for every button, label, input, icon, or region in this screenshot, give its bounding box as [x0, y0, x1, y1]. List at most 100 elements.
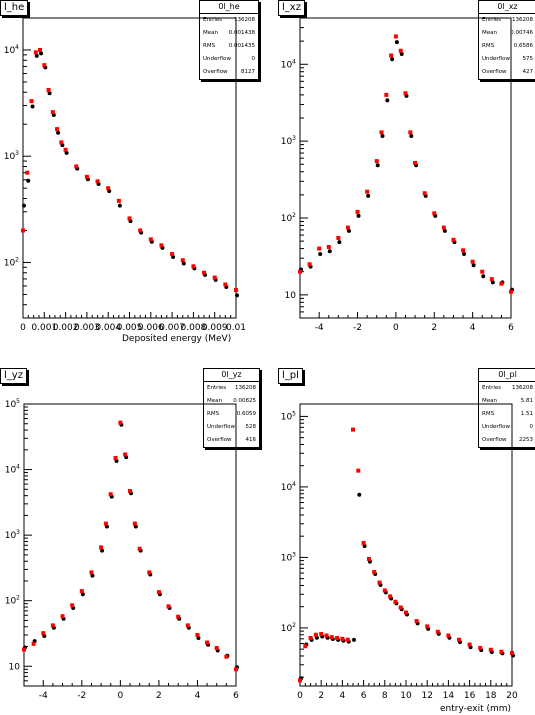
data-point-red [480, 269, 485, 274]
data-point-red [25, 170, 30, 175]
data-point-red [108, 492, 113, 497]
data-point-red [393, 599, 398, 604]
x-tick-label: 0.008 [181, 323, 207, 333]
x-tick-label: 0 [117, 691, 123, 701]
stats-name: 0l_xz [479, 1, 535, 14]
data-point-red [403, 91, 408, 96]
data-point-red [63, 147, 68, 152]
x-tick-label: 6 [508, 323, 514, 333]
stats-value: 528 [245, 424, 257, 430]
data-point-red [366, 556, 371, 561]
stats-label: Overflow [482, 69, 507, 75]
x-tick-label: 0 [20, 323, 26, 333]
x-tick-label: 4 [195, 691, 201, 701]
y-tick-label: 103 [281, 135, 296, 147]
data-point-red [303, 644, 308, 649]
stats-box: 0l_pl Entries 136208 Mean 5.81 RMS 1.51 Und… [478, 368, 535, 448]
stats-value: 0.001435 [228, 43, 255, 49]
histogram-title: l_xz [278, 0, 305, 16]
x-tick-label: 12 [421, 691, 432, 701]
x-tick-label: 4 [470, 323, 476, 333]
data-point-red [317, 246, 322, 251]
data-point-red [356, 468, 361, 473]
data-point-red [298, 269, 302, 274]
data-point-black [409, 134, 414, 139]
data-point-red [336, 235, 341, 240]
data-point-red [180, 258, 185, 263]
data-point-red [50, 110, 55, 115]
data-point-red [488, 647, 493, 652]
data-point-red [42, 63, 47, 68]
data-point-black [399, 52, 404, 57]
data-point-red [422, 191, 427, 196]
stats-name: 0l_yz [204, 369, 259, 382]
data-point-black [327, 249, 332, 254]
stats-label: Entries [482, 17, 502, 23]
x-tick-label: -4 [39, 691, 48, 701]
data-point-red [345, 225, 350, 230]
data-point-red [345, 637, 350, 642]
stats-label: Underflow [203, 56, 231, 62]
data-point-black [22, 203, 26, 208]
data-point-red [393, 34, 398, 39]
data-point-black [471, 263, 476, 268]
data-point-red [372, 570, 377, 575]
data-point-red [451, 237, 456, 242]
data-point-red [308, 635, 313, 640]
data-point-black [490, 280, 495, 285]
data-point-black [34, 53, 39, 58]
stats-label: Entries [207, 385, 227, 391]
data-point-red [313, 632, 318, 637]
stats-value: 8127 [241, 69, 255, 75]
y-tick-label: 102 [281, 622, 296, 634]
data-point-red [106, 186, 111, 191]
data-point-black [366, 193, 371, 198]
stats-value: 136208 [235, 385, 256, 391]
x-tick-label: 10 [400, 691, 412, 701]
data-point-black [375, 163, 380, 168]
x-tick-label: 0.01 [226, 323, 246, 333]
x-tick-label: 2 [318, 691, 324, 701]
data-point-red [298, 678, 302, 683]
y-tick-label: 105 [5, 398, 20, 410]
x-tick-label: 18 [485, 691, 497, 701]
plot-frame [299, 17, 512, 319]
data-point-red [408, 130, 413, 135]
data-point-red [329, 635, 334, 640]
data-point-red [22, 647, 26, 652]
y-tick-label: 104 [4, 44, 19, 56]
data-point-black [181, 261, 186, 266]
data-point-red [103, 521, 108, 526]
plot-area: 0 2 4 6 8 10 12 14 16 18 20 102 103 104 105 [281, 403, 518, 701]
data-point-black [235, 293, 239, 298]
stats-label: Overflow [203, 69, 228, 75]
data-point-black [481, 274, 486, 279]
data-point-red [510, 651, 514, 656]
data-point-red [335, 635, 340, 640]
data-point-red [128, 489, 132, 494]
stats-label: Mean [482, 30, 497, 36]
data-point-black [26, 178, 31, 183]
stats-value: 0.6059 [236, 411, 256, 417]
data-point-red [234, 288, 238, 293]
stats-box: 0l_he Entries 136208 Mean 0.001438 RMS 0.00… [199, 0, 259, 80]
x-tick-label: 0.007 [159, 323, 185, 333]
y-tick-label: 104 [281, 481, 296, 493]
chart-panel-l-he: l_he 0l_he Entries 136208 Mean 0.001438 RM… [0, 0, 267, 357]
y-tick-label: 104 [281, 58, 296, 70]
histogram-title: l_pl [278, 368, 303, 384]
x-tick-label: 6 [233, 691, 239, 701]
stats-box: 0l_xz Entries 136208 Mean 0.00746 RMS 0.658… [478, 0, 535, 80]
data-point-red [413, 160, 418, 165]
data-point-red [470, 259, 475, 264]
data-point-black [394, 40, 399, 45]
stats-label: RMS [482, 43, 495, 49]
x-tick-label: 0 [393, 323, 399, 333]
stats-label: Mean [207, 398, 222, 404]
x-tick-label: 2 [156, 691, 162, 701]
data-point-black [56, 130, 61, 135]
data-point-red [59, 140, 64, 145]
y-tick-label: 103 [4, 150, 19, 162]
data-point-red [55, 127, 60, 132]
stats-value: 0.001438 [228, 30, 255, 36]
